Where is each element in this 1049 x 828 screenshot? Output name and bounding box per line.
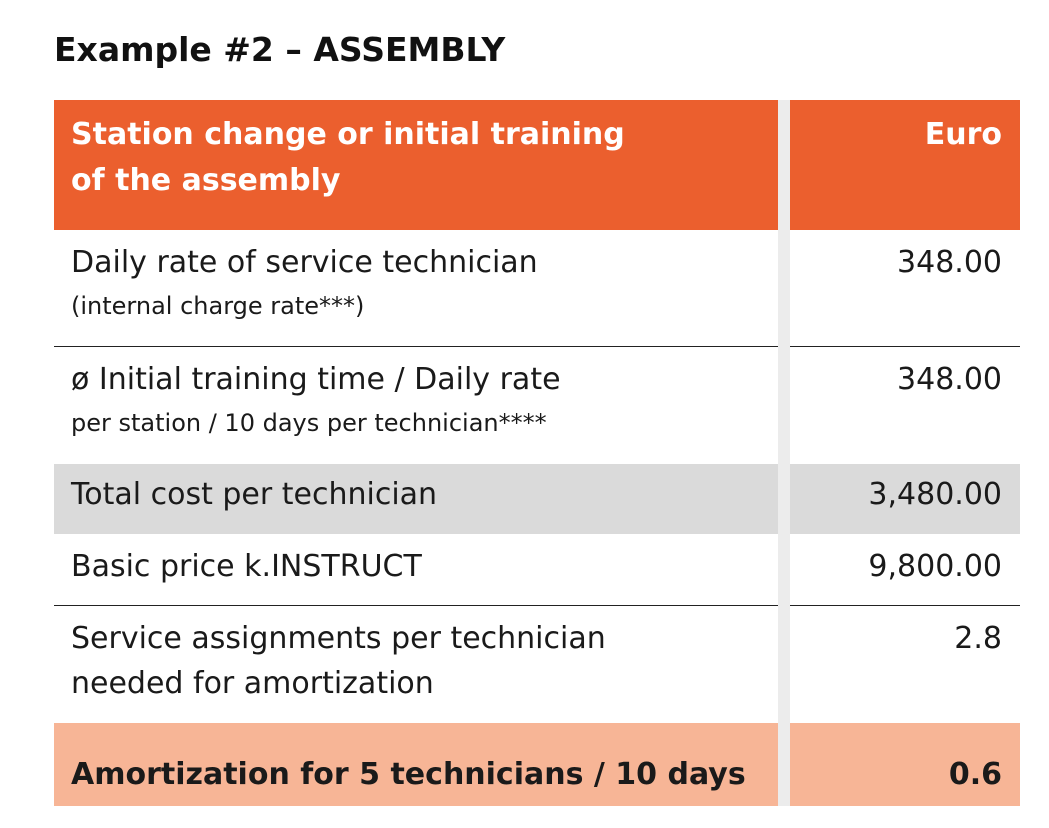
row-value-cell: 348.00 <box>790 347 1020 464</box>
row-divider <box>54 345 778 347</box>
row-label: Basic price k.INSTRUCT <box>71 549 422 584</box>
table-row: Basic price k.INSTRUCT 9,800.00 <box>54 534 1020 606</box>
column-gap <box>778 100 790 230</box>
header-currency: Euro <box>924 117 1002 152</box>
header-label-line1: Station change or initial training <box>71 117 625 152</box>
column-gap <box>778 464 790 534</box>
row-label-line2: needed for amortization <box>71 666 434 701</box>
column-gap <box>778 606 790 723</box>
column-gap <box>778 723 790 806</box>
row-label-cell: Basic price k.INSTRUCT <box>54 534 778 606</box>
row-value: 348.00 <box>897 362 1002 397</box>
row-label-line1: Service assignments per technician <box>71 621 606 656</box>
table-row: Daily rate of service technician (intern… <box>54 230 1020 347</box>
row-label-cell: Service assignments per technician neede… <box>54 606 778 723</box>
amortization-row: Amortization for 5 technicians / 10 days… <box>54 723 1020 806</box>
table-row: ø Initial training time / Daily rate per… <box>54 347 1020 464</box>
row-label: ø Initial training time / Daily rate <box>71 362 561 397</box>
cost-table: Station change or initial training of th… <box>54 100 1020 806</box>
total-row: Total cost per technician 3,480.00 <box>54 464 1020 534</box>
row-value: 348.00 <box>897 245 1002 280</box>
row-sublabel: per station / 10 days per technician**** <box>71 409 547 437</box>
row-value-cell: 348.00 <box>790 230 1020 347</box>
row-value-cell: 2.8 <box>790 606 1020 723</box>
table-header-row: Station change or initial training of th… <box>54 100 1020 230</box>
row-divider <box>790 604 1020 606</box>
row-value: 3,480.00 <box>868 477 1002 512</box>
row-value: 2.8 <box>954 621 1002 656</box>
row-sublabel: (internal charge rate***) <box>71 292 365 320</box>
header-value-cell: Euro <box>790 100 1020 230</box>
row-value-cell: 0.6 <box>790 723 1020 806</box>
row-label: Amortization for 5 technicians / 10 days <box>71 757 746 792</box>
table-row: Service assignments per technician neede… <box>54 606 1020 723</box>
header-label-cell: Station change or initial training of th… <box>54 100 778 230</box>
row-label: Total cost per technician <box>71 477 438 512</box>
row-label-cell: Daily rate of service technician (intern… <box>54 230 778 347</box>
page-title: Example #2 – ASSEMBLY <box>54 30 506 69</box>
column-gap <box>778 347 790 464</box>
row-divider <box>54 604 778 606</box>
row-divider <box>790 345 1020 347</box>
column-gap <box>778 534 790 606</box>
row-label-cell: Total cost per technician <box>54 464 778 534</box>
row-value: 9,800.00 <box>868 549 1002 584</box>
row-value: 0.6 <box>948 757 1002 792</box>
row-value-cell: 3,480.00 <box>790 464 1020 534</box>
row-label-cell: ø Initial training time / Daily rate per… <box>54 347 778 464</box>
column-gap <box>778 230 790 347</box>
header-label-line2: of the assembly <box>71 163 341 198</box>
row-label: Daily rate of service technician <box>71 245 538 280</box>
row-value-cell: 9,800.00 <box>790 534 1020 606</box>
row-label-cell: Amortization for 5 technicians / 10 days <box>54 723 778 806</box>
